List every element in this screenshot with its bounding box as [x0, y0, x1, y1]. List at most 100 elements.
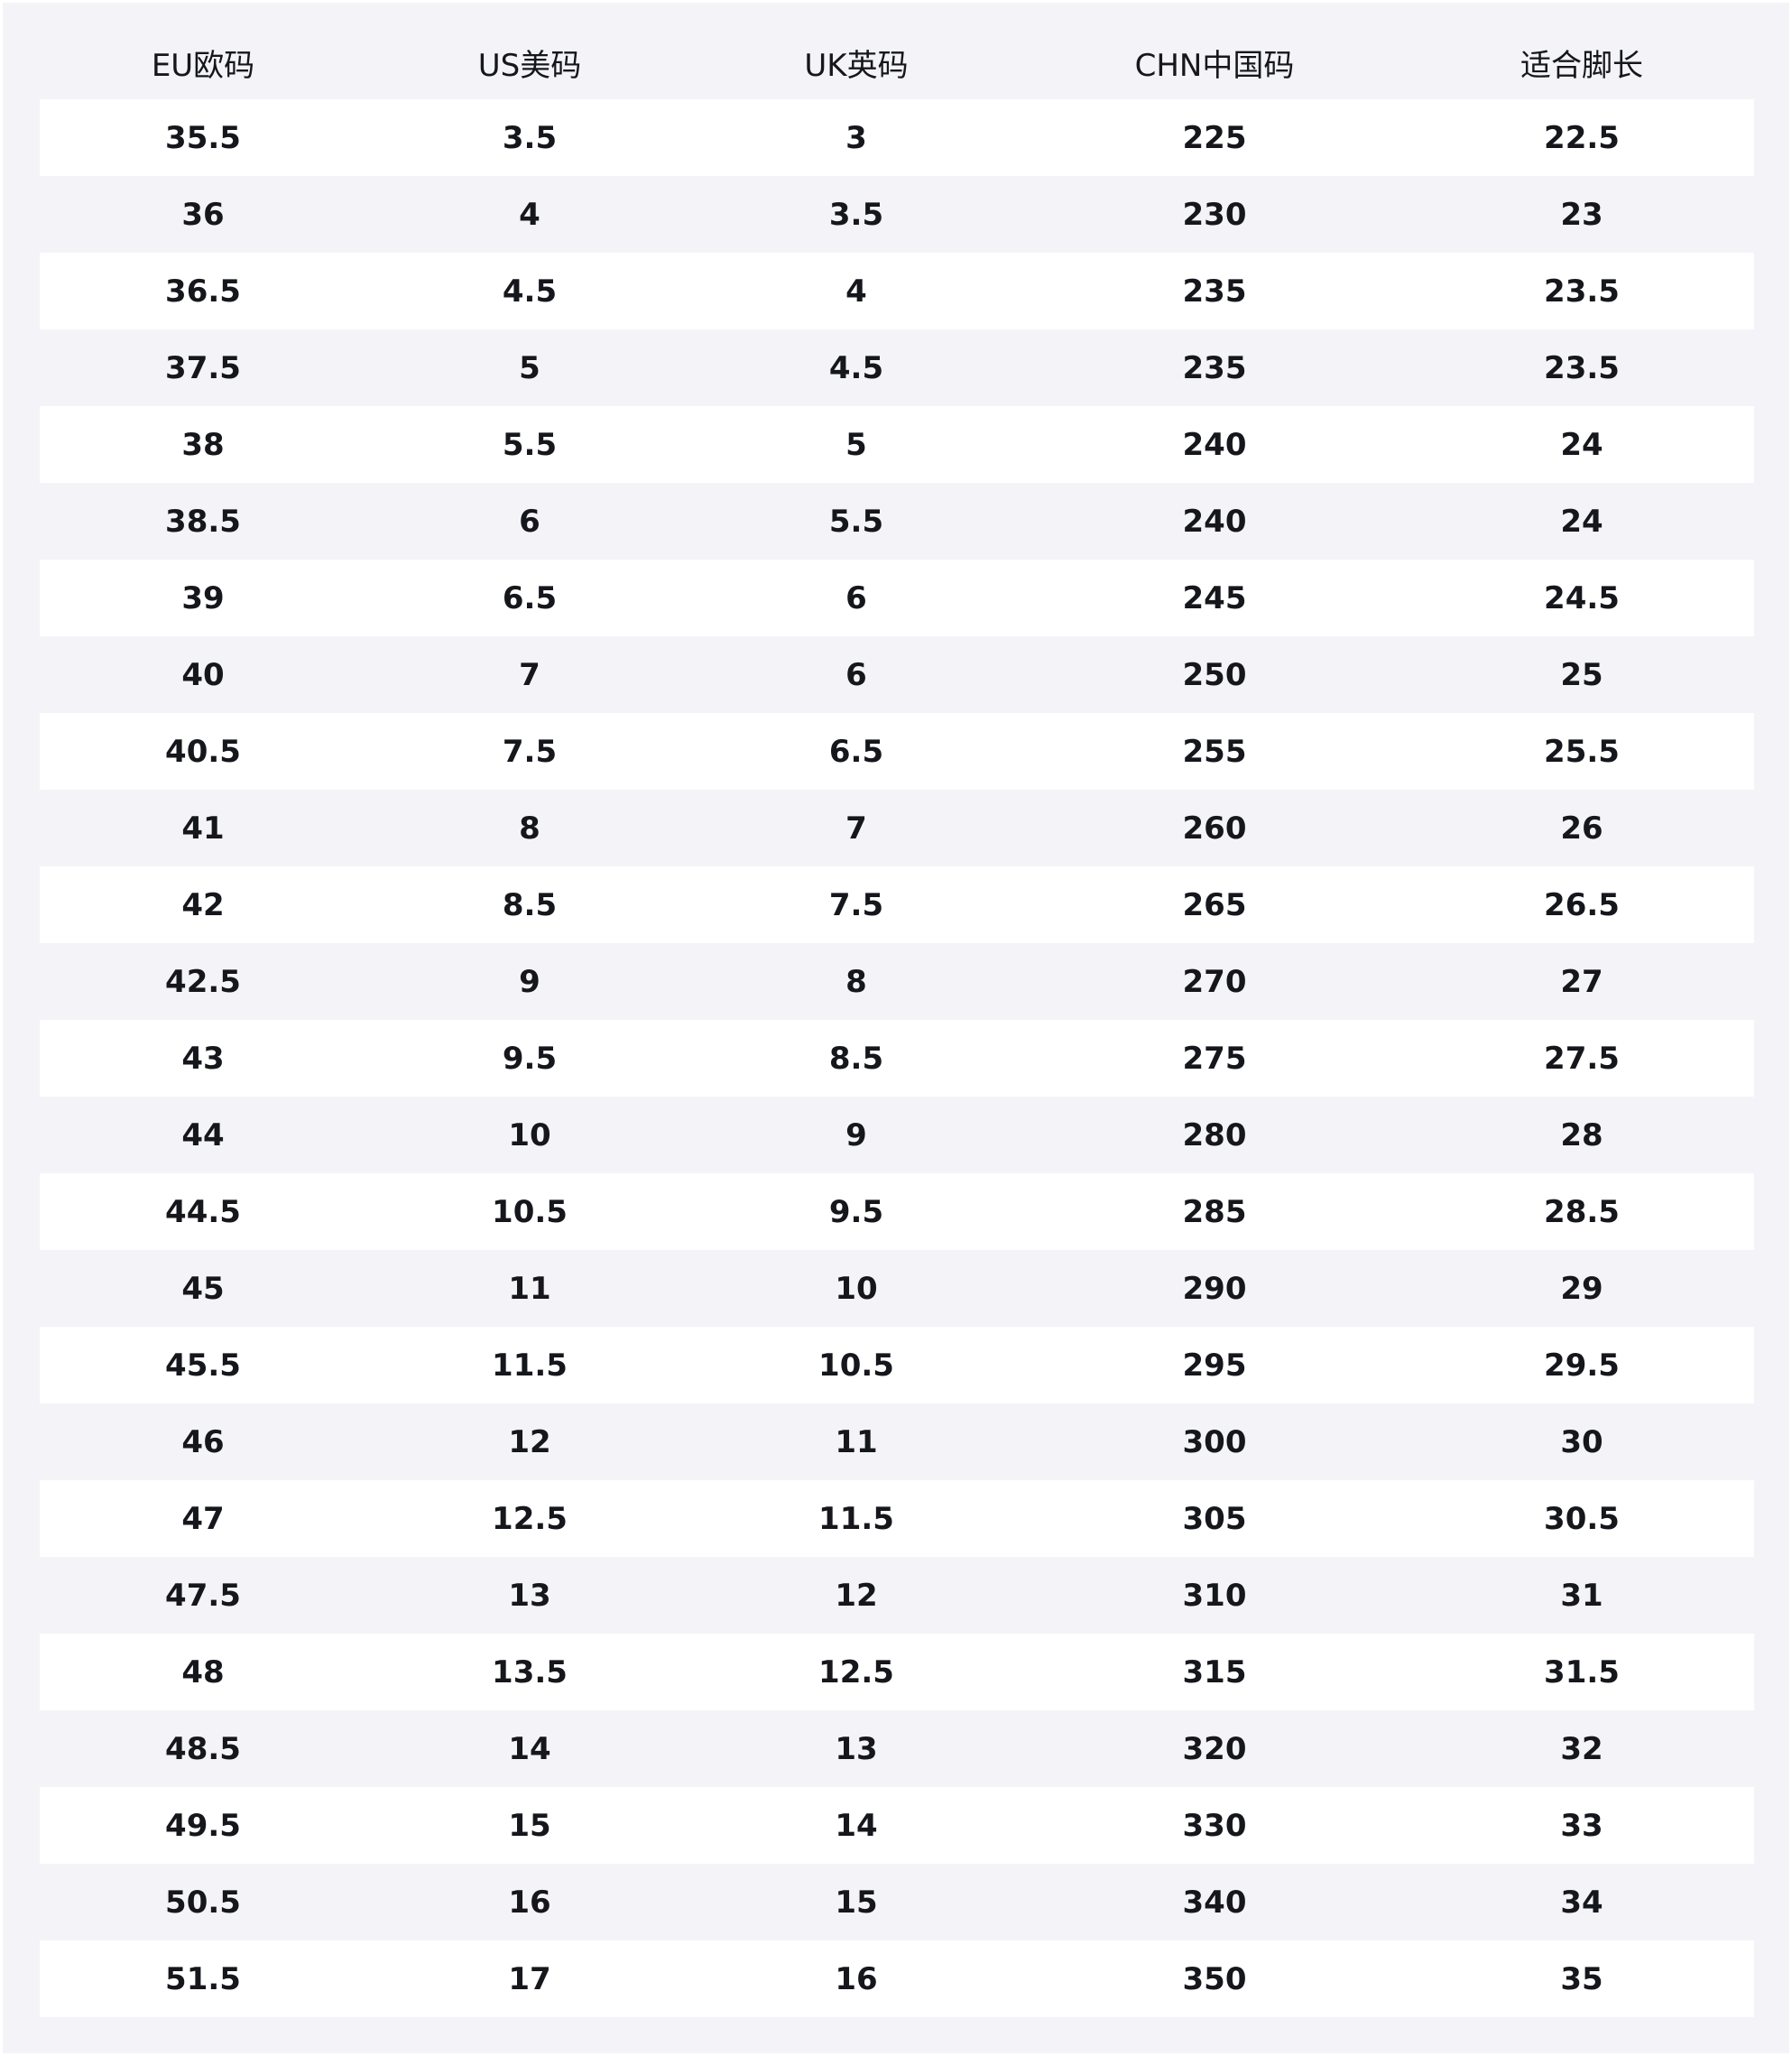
cell-chn: 285: [1182, 1193, 1247, 1230]
cell-us: 9.5: [502, 1040, 558, 1077]
cell-chn: 350: [1182, 1960, 1247, 1997]
cell-eu: 51.5: [165, 1960, 241, 1997]
table-row: 38.5 6 5.5 240 24: [40, 483, 1754, 560]
header-eu: EU欧码: [151, 48, 255, 84]
cell-eu: 45: [181, 1270, 225, 1307]
cell-foot-length: 28: [1560, 1116, 1603, 1153]
cell-foot-length: 25.5: [1544, 733, 1620, 770]
cell-us: 4.5: [502, 273, 558, 310]
cell-uk: 8: [845, 963, 867, 1000]
cell-chn: 330: [1182, 1807, 1247, 1844]
cell-eu: 44: [181, 1116, 225, 1153]
cell-eu: 42.5: [165, 963, 241, 1000]
cell-uk: 7.5: [828, 886, 884, 923]
cell-foot-length: 25: [1560, 656, 1603, 693]
cell-chn: 280: [1182, 1116, 1247, 1153]
cell-eu: 47: [181, 1500, 225, 1537]
cell-uk: 3.5: [828, 196, 884, 233]
cell-us: 13.5: [492, 1653, 568, 1690]
cell-foot-length: 31.5: [1544, 1653, 1620, 1690]
cell-eu: 44.5: [165, 1193, 241, 1230]
table-row: 48.5 14 13 320 32: [40, 1710, 1754, 1787]
header-uk: UK英码: [804, 48, 909, 84]
cell-chn: 260: [1182, 810, 1247, 847]
size-chart-table: EU欧码 US美码 UK英码 CHN中国码 适合脚长 35.5 3.5 3 225 22…: [40, 26, 1754, 2017]
cell-chn: 340: [1182, 1884, 1247, 1921]
cell-uk: 6.5: [828, 733, 884, 770]
cell-foot-length: 26.5: [1544, 886, 1620, 923]
table-row: 36 4 3.5 230 23: [40, 176, 1754, 253]
table-row: 40 7 6 250 25: [40, 636, 1754, 713]
cell-foot-length: 29.5: [1544, 1347, 1620, 1384]
cell-chn: 275: [1182, 1040, 1247, 1077]
cell-chn: 230: [1182, 196, 1247, 233]
cell-eu: 48: [181, 1653, 225, 1690]
cell-chn: 305: [1182, 1500, 1247, 1537]
cell-foot-length: 32: [1560, 1730, 1603, 1767]
cell-us: 5: [519, 349, 540, 386]
cell-us: 6: [519, 503, 540, 540]
cell-chn: 235: [1182, 273, 1247, 310]
cell-chn: 300: [1182, 1423, 1247, 1460]
cell-us: 8: [519, 810, 540, 847]
cell-foot-length: 23: [1560, 196, 1603, 233]
cell-foot-length: 23.5: [1544, 349, 1620, 386]
table-row: 41 8 7 260 26: [40, 790, 1754, 866]
header-row: EU欧码 US美码 UK英码 CHN中国码 适合脚长: [40, 26, 1754, 99]
cell-us: 3.5: [502, 119, 558, 156]
cell-us: 10: [508, 1116, 551, 1153]
cell-chn: 320: [1182, 1730, 1247, 1767]
header-us: US美码: [477, 48, 582, 84]
cell-foot-length: 23.5: [1544, 273, 1620, 310]
cell-uk: 9.5: [828, 1193, 884, 1230]
cell-uk: 4.5: [828, 349, 884, 386]
cell-uk: 10: [835, 1270, 878, 1307]
size-chart-panel: EU欧码 US美码 UK英码 CHN中国码 适合脚长 35.5 3.5 3 225 22…: [3, 3, 1789, 2053]
header-foot-length: 适合脚长: [1520, 48, 1643, 84]
cell-eu: 36: [181, 196, 225, 233]
cell-foot-length: 22.5: [1544, 119, 1620, 156]
table-row: 38 5.5 5 240 24: [40, 406, 1754, 483]
cell-uk: 12: [835, 1577, 878, 1614]
cell-foot-length: 30.5: [1544, 1500, 1620, 1537]
cell-foot-length: 35: [1560, 1960, 1603, 1997]
cell-foot-length: 26: [1560, 810, 1603, 847]
cell-chn: 255: [1182, 733, 1247, 770]
cell-foot-length: 28.5: [1544, 1193, 1620, 1230]
table-row: 45 11 10 290 29: [40, 1250, 1754, 1327]
cell-uk: 11.5: [818, 1500, 894, 1537]
table-row: 47.5 13 12 310 31: [40, 1557, 1754, 1634]
cell-us: 9: [519, 963, 540, 1000]
cell-uk: 13: [835, 1730, 878, 1767]
table-row: 39 6.5 6 245 24.5: [40, 560, 1754, 636]
cell-us: 17: [508, 1960, 551, 1997]
cell-uk: 7: [845, 810, 867, 847]
cell-uk: 15: [835, 1884, 878, 1921]
cell-us: 6.5: [502, 579, 558, 616]
cell-eu: 38.5: [165, 503, 241, 540]
cell-foot-length: 34: [1560, 1884, 1603, 1921]
cell-eu: 38: [181, 426, 225, 463]
cell-eu: 49.5: [165, 1807, 241, 1844]
table-row: 36.5 4.5 4 235 23.5: [40, 253, 1754, 329]
table-row: 44.5 10.5 9.5 285 28.5: [40, 1173, 1754, 1250]
cell-eu: 50.5: [165, 1884, 241, 1921]
cell-us: 7: [519, 656, 540, 693]
table-row: 43 9.5 8.5 275 27.5: [40, 1020, 1754, 1097]
cell-chn: 245: [1182, 579, 1247, 616]
cell-chn: 250: [1182, 656, 1247, 693]
table-row: 48 13.5 12.5 315 31.5: [40, 1634, 1754, 1710]
cell-us: 12: [508, 1423, 551, 1460]
cell-us: 14: [508, 1730, 551, 1767]
cell-eu: 39: [181, 579, 225, 616]
table-row: 37.5 5 4.5 235 23.5: [40, 329, 1754, 406]
cell-us: 7.5: [502, 733, 558, 770]
cell-foot-length: 24: [1560, 503, 1603, 540]
table-row: 42 8.5 7.5 265 26.5: [40, 866, 1754, 943]
cell-uk: 3: [845, 119, 867, 156]
cell-foot-length: 27.5: [1544, 1040, 1620, 1077]
cell-eu: 45.5: [165, 1347, 241, 1384]
cell-uk: 5.5: [828, 503, 884, 540]
cell-eu: 40: [181, 656, 225, 693]
cell-eu: 35.5: [165, 119, 241, 156]
